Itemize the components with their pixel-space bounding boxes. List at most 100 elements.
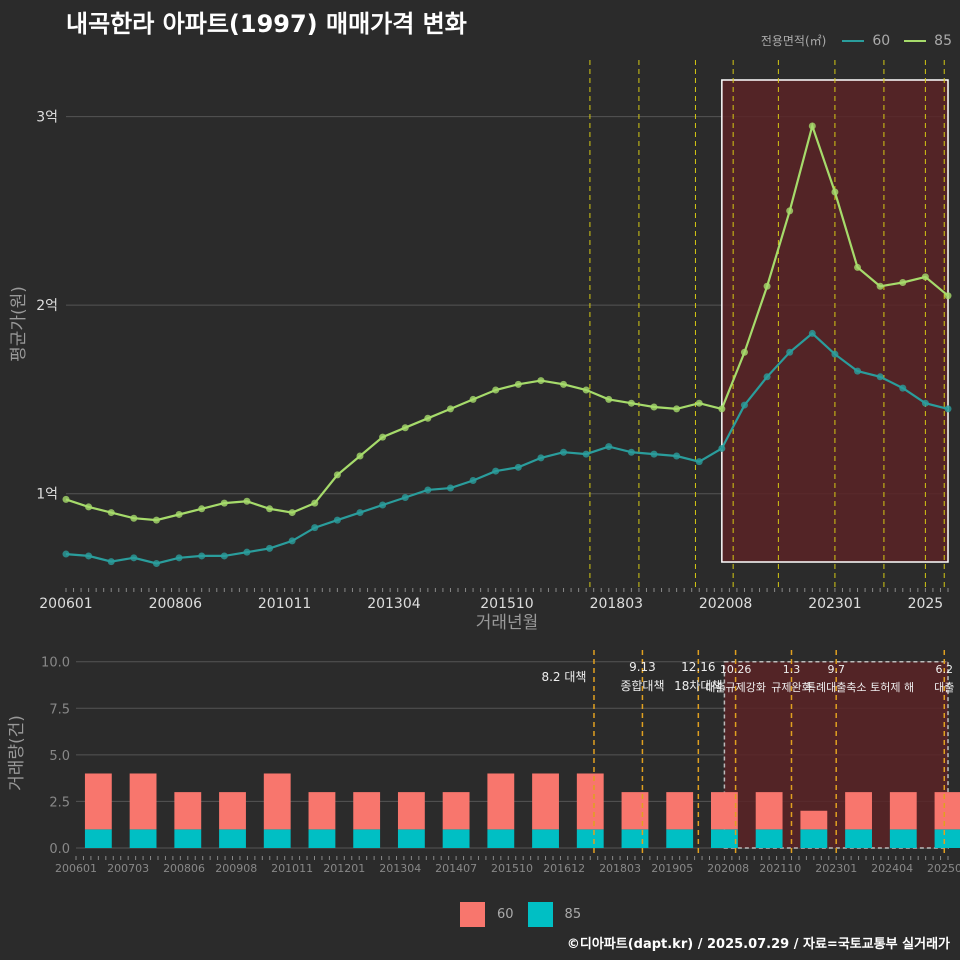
data-point-85 <box>356 452 364 460</box>
bar-60 <box>532 773 559 830</box>
data-point-60 <box>537 454 545 462</box>
data-point-60 <box>220 552 228 560</box>
data-point-60 <box>740 401 748 409</box>
data-point-60 <box>650 450 658 458</box>
x-minor-ticks-bottom <box>75 856 949 860</box>
data-point-85 <box>175 510 183 518</box>
x-tick-label-top: 201011 <box>258 596 311 612</box>
legend-line-85-icon <box>904 39 927 42</box>
bar-60 <box>397 792 425 830</box>
bar-60 <box>666 792 694 830</box>
x-tick-label-bottom: 202507 <box>927 862 960 875</box>
x-tick-label-bottom: 201201 <box>323 862 365 875</box>
bar-85 <box>397 829 425 848</box>
data-point-85 <box>605 395 613 403</box>
data-point-60 <box>514 463 522 471</box>
policy-label-bottom: 12.16 <box>681 660 715 674</box>
data-point-60 <box>605 443 613 451</box>
x-tick-label-bottom: 201304 <box>379 862 421 875</box>
footer-credit: ©디아파트(dapt.kr) / 2025.07.29 / 자료=국토교통부 실… <box>566 937 950 952</box>
x-tick-label-top: 201304 <box>367 596 421 612</box>
data-point-60 <box>763 373 771 381</box>
x-tick-label-bottom: 200703 <box>107 862 149 875</box>
bar-60 <box>845 792 872 830</box>
policy-label-bottom: 토허제 해 <box>870 680 914 694</box>
x-tick-label-bottom: 201905 <box>651 862 693 875</box>
legend-swatch-60-icon <box>460 902 485 927</box>
legend-swatch-85-icon <box>527 902 553 927</box>
data-point-85 <box>695 399 703 407</box>
bar-60 <box>308 792 336 830</box>
data-point-60 <box>107 558 115 566</box>
x-tick-label-top: 202301 <box>808 596 861 612</box>
y-tick-label-bottom: 10.0 <box>41 656 70 671</box>
x-axis-title-top: 거래년월 <box>476 613 539 633</box>
bar-60 <box>219 792 246 830</box>
data-point-85 <box>582 386 590 394</box>
x-tick-label-bottom: 201803 <box>599 862 641 875</box>
data-point-85 <box>266 505 274 513</box>
legend-bottom: 60 85 <box>460 902 595 927</box>
data-point-85 <box>537 377 545 385</box>
bar-85 <box>442 829 470 848</box>
data-point-85 <box>152 516 160 524</box>
x-tick-label-top: 200601 <box>39 596 92 612</box>
data-point-60 <box>831 350 839 358</box>
policy-label-bottom: 규제완화 <box>771 681 811 694</box>
data-point-85 <box>85 503 93 511</box>
data-point-85 <box>469 395 477 403</box>
data-point-85 <box>921 273 929 281</box>
bar-85 <box>755 829 783 848</box>
bar-85 <box>219 829 246 848</box>
y-tick-label-bottom: 5.0 <box>49 749 70 764</box>
bar-60 <box>263 773 291 830</box>
bar-85 <box>576 829 604 848</box>
data-point-60 <box>401 493 409 501</box>
bar-60 <box>710 792 738 830</box>
policy-label-bottom: 1.3 <box>783 663 801 676</box>
x-tick-label-bottom: 202301 <box>815 862 857 875</box>
x-tick-label-bottom: 201011 <box>271 862 313 875</box>
policy-label-bottom: 9.7 <box>827 663 845 676</box>
bar-85 <box>263 829 291 848</box>
data-point-85 <box>627 399 635 407</box>
data-point-85 <box>560 380 568 388</box>
bar-60 <box>889 792 917 830</box>
data-point-60 <box>311 524 319 532</box>
data-point-60 <box>356 509 364 517</box>
data-point-60 <box>627 448 635 456</box>
data-point-85 <box>62 495 70 503</box>
bar-85 <box>487 829 515 848</box>
bar-85 <box>934 829 960 848</box>
data-point-85 <box>311 499 319 507</box>
policy-label-bottom: 10.26 <box>720 663 752 676</box>
data-point-85 <box>492 386 500 394</box>
bar-60 <box>576 773 604 830</box>
x-minor-ticks-top <box>65 588 949 592</box>
legend-bottom-label-85: 85 <box>564 907 582 922</box>
y-axis-title-top: 평균가(원) <box>9 286 29 362</box>
chart-title: 내곡한라 아파트(1997) 매매가격 변화 <box>66 10 467 38</box>
data-point-85 <box>740 348 748 356</box>
data-point-85 <box>288 509 296 517</box>
bar-60 <box>84 773 112 830</box>
bar-85 <box>84 829 112 848</box>
bar-60 <box>129 773 157 830</box>
bar-85 <box>308 829 336 848</box>
data-point-60 <box>446 484 454 492</box>
legend-bottom-label-60: 60 <box>497 907 514 922</box>
data-point-85 <box>718 405 726 413</box>
data-point-85 <box>808 122 816 130</box>
data-point-60 <box>288 537 296 545</box>
policy-label-bottom: 대출규제강화 <box>705 681 766 694</box>
data-point-60 <box>786 348 794 356</box>
series-line-85 <box>65 122 949 522</box>
data-point-85 <box>379 433 387 441</box>
data-point-60 <box>808 329 816 337</box>
x-tick-label-bottom: 201510 <box>491 862 533 875</box>
y-tick-label-top: 2억 <box>36 298 58 314</box>
bar-85 <box>621 829 649 848</box>
legend-label-85: 85 <box>934 32 952 49</box>
bar-85 <box>174 829 202 848</box>
